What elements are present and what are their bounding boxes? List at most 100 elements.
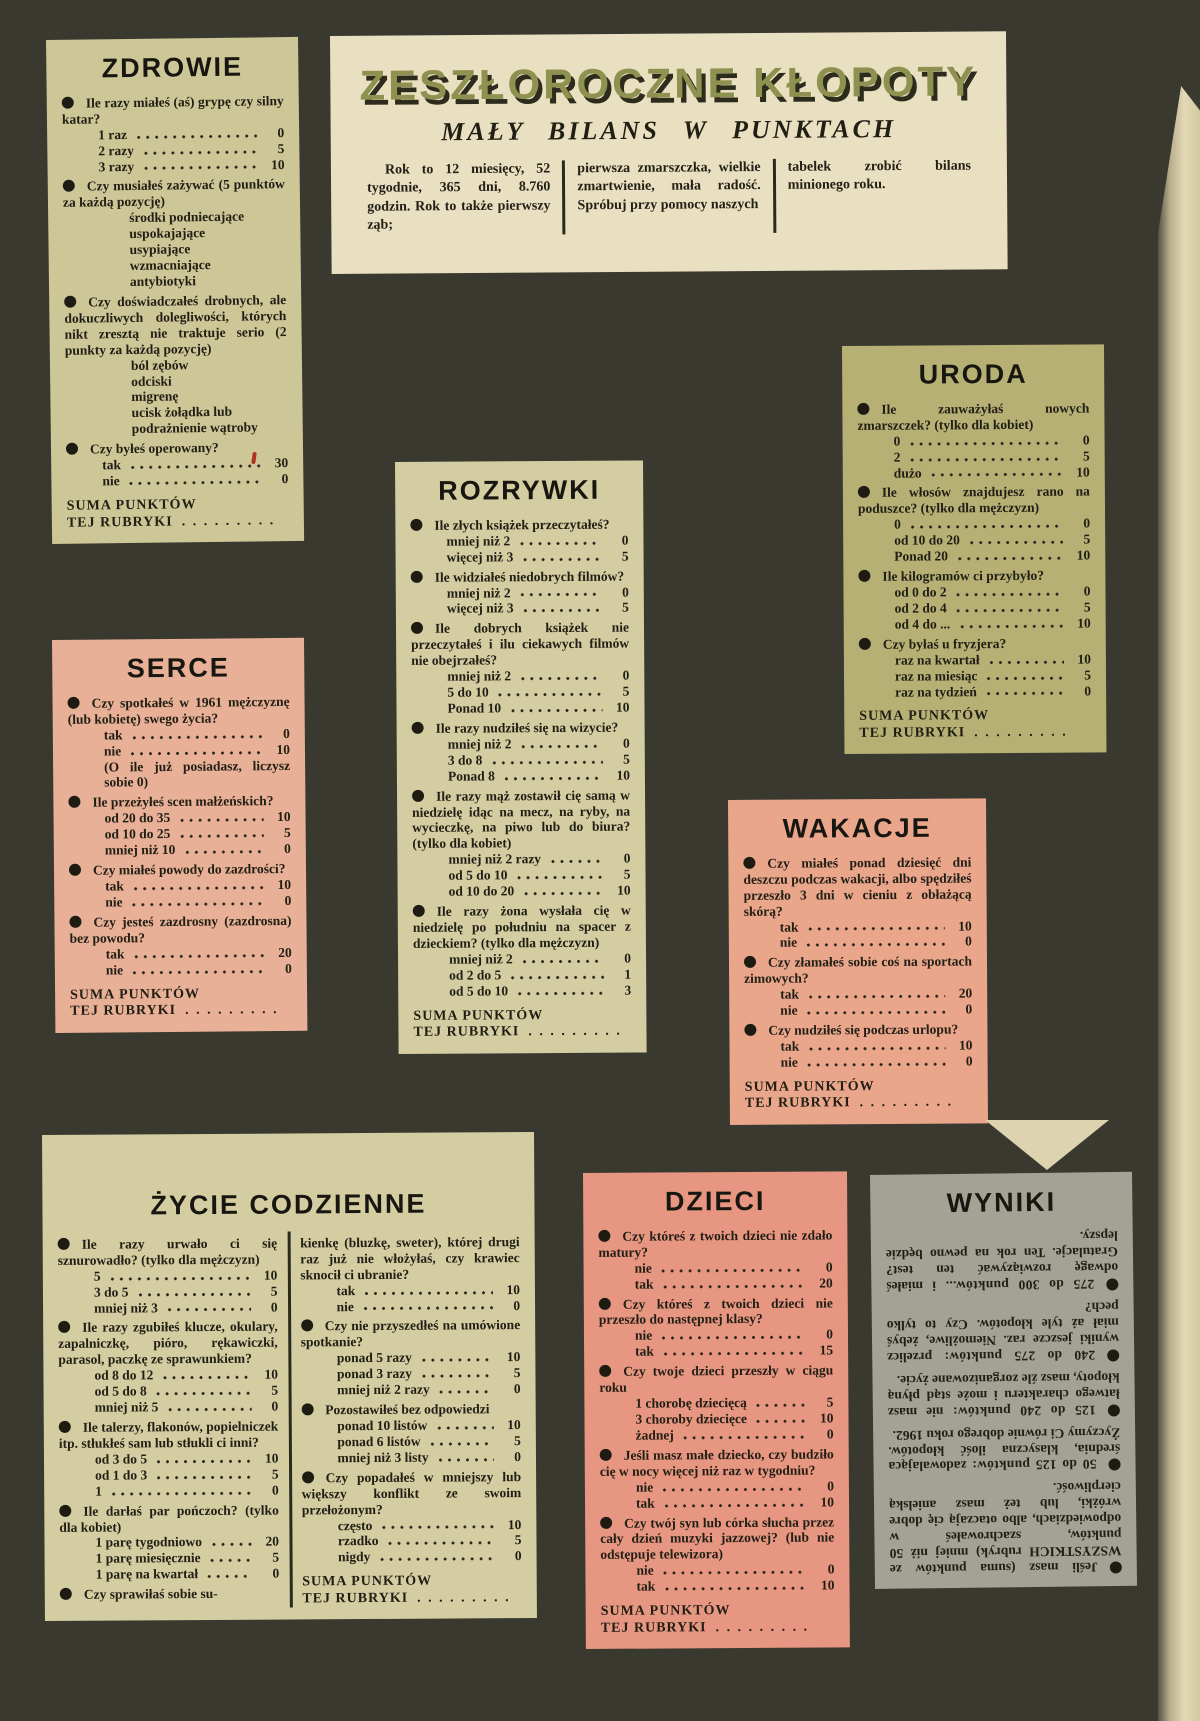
- option-label: mniej niż 3 listy: [337, 1449, 429, 1466]
- option-value: 30: [274, 455, 289, 471]
- option-label: żadnej: [635, 1427, 674, 1443]
- option-value: 20: [958, 985, 973, 1001]
- suma-dots: . . . . . . . . .: [184, 1002, 279, 1018]
- question: Ile razy urwało ci się sznurowadło? (tyl…: [57, 1235, 278, 1268]
- option-leader-dots: [425, 1439, 494, 1449]
- box-rozrywki: ROZRYWKI Ile złych książek przeczytałeś?…: [395, 460, 647, 1054]
- question-text: Czy miałeś powody do zazdrości?: [92, 861, 286, 878]
- option-leader-dots: [905, 454, 1063, 465]
- suma-dots: . . . . . . . . .: [181, 512, 276, 529]
- option-value: 5: [1083, 531, 1091, 547]
- suma-line2-label: TEJ RUBRYKI: [302, 1590, 418, 1607]
- option-value: 0: [283, 725, 290, 741]
- option-label: dużo: [893, 465, 922, 481]
- option-value: 10: [507, 1417, 521, 1433]
- option-row: tak 20: [599, 1275, 833, 1292]
- option-value: 10: [270, 156, 285, 172]
- suma-punktow: SUMA PUNKTÓW TEJ RUBRYKI . . . . . . . . …: [413, 1007, 631, 1041]
- box-serce: SERCE Czy spotkałeś w 1961 mężczyznę (lu…: [52, 637, 308, 1033]
- bullet-icon: [64, 295, 77, 308]
- option-value: 0: [281, 471, 289, 487]
- option-value: 0: [965, 1001, 973, 1017]
- option-leader-dots: [803, 991, 946, 1002]
- option-value: 20: [265, 1534, 280, 1550]
- question-text: Ile darłaś par pończoch? (tylko dla kobi…: [59, 1502, 279, 1535]
- option-value: 0: [827, 1561, 835, 1577]
- option-label: od 5 do 10: [448, 867, 508, 883]
- question-text: Czy sprawiłaś sobie su-: [83, 1586, 218, 1602]
- option-label: mniej niż 10: [104, 842, 176, 858]
- suma-dots: . . . . . . . . .: [528, 1023, 622, 1040]
- option-row: mniej niż 2 0: [413, 950, 631, 967]
- suma-dots: . . . . . . . . .: [974, 724, 1068, 741]
- question: Czy doświadczałeś drobnych, ale dokuczli…: [64, 292, 287, 358]
- option-leader-dots: [951, 605, 1064, 616]
- option-row: tak 10: [300, 1282, 520, 1299]
- option-value: 10: [820, 1577, 835, 1593]
- question: Czy byłaś u fryzjera?: [858, 635, 1091, 652]
- option-leader-dots: [124, 477, 262, 489]
- question-text: Pozostawiłeś bez odpowiedzi: [325, 1401, 490, 1418]
- bullet-icon: [68, 796, 81, 809]
- option-label: nie: [634, 1327, 653, 1344]
- bullet-icon: [58, 1321, 71, 1334]
- option-leader-dots: [803, 924, 945, 935]
- option-label: nie: [105, 962, 124, 978]
- option-value: 0: [272, 1565, 280, 1581]
- question: Czy twoje dzieci przeszły w ciągu roku: [599, 1363, 833, 1396]
- option-label: Ponad 10: [447, 700, 502, 716]
- question: Czy miałeś ponad dziesięć dni deszczu po…: [743, 854, 972, 919]
- suma-line1: SUMA PUNKTÓW: [302, 1573, 433, 1590]
- option-label: 3 do 5: [93, 1284, 129, 1300]
- option-value: 5: [277, 140, 285, 156]
- suma-punktow: SUMA PUNKTÓW TEJ RUBRYKI . . . . . . . . …: [302, 1573, 522, 1607]
- question: Czy musiałeś zażywać (5 punktów za każdą…: [62, 177, 285, 212]
- option-row: ponad 6 listów 5: [301, 1433, 521, 1450]
- question-text: Czy twój syn lub córka słucha przez cały…: [600, 1514, 835, 1563]
- option-leader-dots: [205, 1556, 253, 1566]
- option-value: 15: [819, 1342, 834, 1358]
- option-leader-dots: [433, 1455, 495, 1465]
- option-row: raz na miesiąc 5: [859, 667, 1091, 684]
- option-label: 1 chorobę dziecięcą: [635, 1395, 747, 1411]
- question-text: Ile złych książek przeczytałeś?: [434, 516, 610, 533]
- bullet-icon: [69, 915, 82, 928]
- option-value: 5: [283, 825, 291, 841]
- option-leader-dots: [375, 1554, 495, 1565]
- option-label: od 2 do 5: [449, 967, 502, 983]
- bullet-icon: [1108, 1458, 1121, 1471]
- option-value: 10: [277, 876, 292, 893]
- question-text: Ile razy mąż zostawił cię samą w niedzie…: [412, 787, 631, 852]
- suma-line2: TEJ RUBRYKI . . . . . . . . .: [601, 1619, 835, 1637]
- option-row: 5 10: [58, 1267, 278, 1284]
- option-label: rzadko: [337, 1533, 379, 1549]
- option-leader-dots: [129, 950, 265, 961]
- suma-line2: TEJ RUBRYKI . . . . . . . . .: [745, 1095, 973, 1113]
- option-leader-dots: [964, 537, 1064, 548]
- option-label: 1 raz: [98, 126, 128, 143]
- box-uroda-body: Ile zauważyłaś nowych zmarszczek? (tylko…: [857, 400, 1091, 742]
- option-value: 5: [1082, 448, 1090, 464]
- question: Ile razy nudziłeś się na wizycie?: [411, 719, 630, 736]
- option-leader-dots: [434, 1387, 494, 1397]
- bullet-icon: [743, 856, 756, 869]
- results-range: 275 do 300 punktów...: [935, 1276, 1095, 1294]
- intro-column-1: Rok to 12 miesięcy, 52 tygodnie, 365 dni…: [367, 161, 551, 234]
- option-row: mniej niż 10 0: [69, 841, 291, 859]
- option-label: mniej niż 3: [94, 1299, 158, 1316]
- option-value: 10: [958, 918, 972, 934]
- option-row: Ponad 8 10: [412, 767, 630, 784]
- option-label: nigdy: [338, 1549, 371, 1565]
- option-label: 1 parę miesięcznie: [95, 1550, 201, 1567]
- suma-line2: TEJ RUBRYKI . . . . . . . . .: [859, 724, 1091, 742]
- bullet-icon: [598, 1229, 611, 1242]
- option-row: nie 0: [744, 934, 972, 951]
- option-label: 1: [95, 1483, 102, 1499]
- box-wakacje: WAKACJE Czy miałeś ponad dziesięć dni de…: [728, 798, 988, 1125]
- bullet-icon: [58, 1420, 71, 1433]
- option-leader-dots: [519, 888, 604, 899]
- option-row: nie 0: [744, 1002, 972, 1019]
- option-label: tak: [105, 878, 124, 894]
- option-leader-dots: [106, 1488, 252, 1499]
- suma-punktow: SUMA PUNKTÓW TEJ RUBRYKI . . . . . . . . …: [70, 985, 292, 1020]
